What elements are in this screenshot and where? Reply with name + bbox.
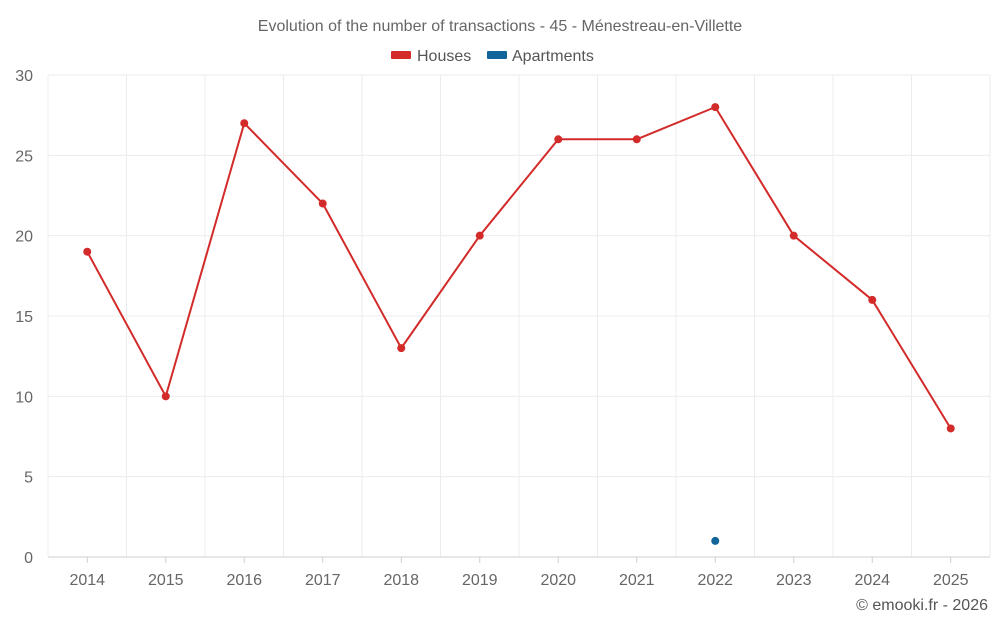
data-point-apartments[interactable] [711, 536, 720, 545]
y-tick-label: 20 [15, 229, 33, 246]
x-tick-label: 2021 [619, 572, 655, 589]
x-axis-ticks: 2014 2015 2016 2017 2018 2019 2020 2021 2022 2023… [69, 557, 969, 589]
y-tick-label: 30 [15, 68, 33, 85]
data-point-houses[interactable] [83, 247, 92, 256]
y-tick-label: 15 [15, 309, 33, 326]
x-tick-label: 2016 [226, 572, 262, 589]
chart-title: Evolution of the number of transactions … [258, 18, 743, 35]
series-line-houses [86, 106, 952, 429]
credit-text: © emooki.fr - 2026 [856, 597, 988, 614]
y-tick-label: 5 [24, 470, 33, 487]
data-point-houses[interactable] [868, 295, 877, 304]
data-point-houses[interactable] [397, 344, 406, 353]
legend-swatch-apartments [487, 51, 507, 59]
x-tick-label: 2015 [148, 572, 184, 589]
legend-label-houses: Houses [417, 48, 471, 65]
series-layer [83, 103, 955, 545]
x-tick-label: 2019 [462, 572, 498, 589]
x-tick-label: 2025 [933, 572, 969, 589]
data-point-houses[interactable] [240, 119, 249, 128]
x-tick-label: 2023 [776, 572, 812, 589]
x-tick-label: 2022 [697, 572, 733, 589]
series-houses [83, 103, 955, 433]
y-tick-label: 0 [24, 550, 33, 567]
x-gridlines [47, 75, 991, 557]
x-tick-label: 2017 [305, 572, 341, 589]
legend-item-houses[interactable]: Houses [391, 48, 471, 65]
data-point-houses[interactable] [632, 135, 641, 144]
x-tick-label: 2020 [540, 572, 576, 589]
y-axis-ticks: 0 5 10 15 20 25 30 [15, 68, 33, 567]
x-tick-label: 2018 [383, 572, 419, 589]
data-point-houses[interactable] [475, 231, 484, 240]
x-tick-label: 2024 [854, 572, 890, 589]
data-point-houses[interactable] [789, 231, 798, 240]
legend-swatch-houses [391, 51, 411, 59]
x-tick-label: 2014 [69, 572, 105, 589]
data-point-houses[interactable] [946, 424, 955, 433]
y-tick-label: 10 [15, 389, 33, 406]
y-tick-label: 25 [15, 148, 33, 165]
legend-item-apartments[interactable]: Apartments [487, 48, 594, 65]
legend-label-apartments: Apartments [512, 48, 594, 65]
data-point-houses[interactable] [161, 392, 170, 401]
legend: Houses Apartments [391, 48, 594, 65]
data-point-houses[interactable] [711, 103, 720, 112]
series-apartments [711, 536, 720, 545]
data-point-houses[interactable] [318, 199, 327, 208]
data-point-houses[interactable] [554, 135, 563, 144]
